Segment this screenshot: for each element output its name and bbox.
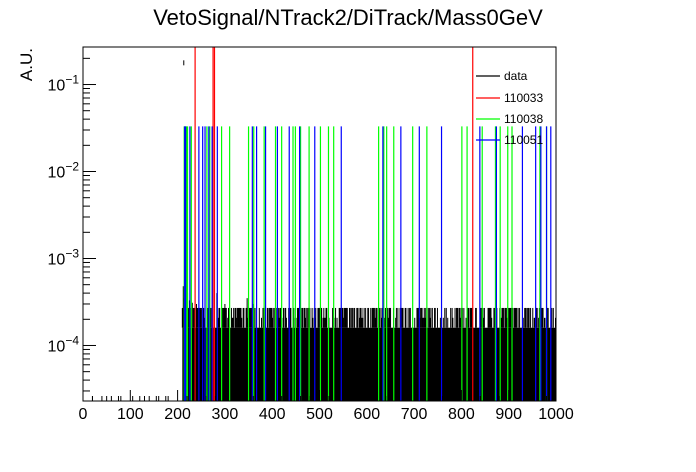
legend-label-110038: 110038 <box>504 112 543 126</box>
legend-label-110051: 110051 <box>504 133 543 147</box>
legend-label-110033: 110033 <box>504 91 543 105</box>
x-tick-label: 400 <box>259 406 286 423</box>
x-tick-label: 1000 <box>538 406 574 423</box>
x-tick-label: 600 <box>353 406 380 423</box>
x-tick-label: 0 <box>79 406 88 423</box>
y-axis-label: A.U. <box>17 48 36 81</box>
y-tick-label: 10−3 <box>48 246 80 268</box>
legend: data 110033 110038 110051 <box>476 69 543 147</box>
y-tick-label: 10−2 <box>48 160 80 182</box>
plot-area <box>91 47 557 401</box>
series-110051 <box>184 126 552 401</box>
y-tick-label: 10−1 <box>48 73 80 95</box>
axes: 0 100 200 300 400 500 600 700 800 900 1000 10−4 10−3… <box>48 57 574 423</box>
x-tick-label: 900 <box>495 406 522 423</box>
legend-label-data: data <box>504 69 528 83</box>
x-tick-label: 100 <box>117 406 144 423</box>
x-tick-label: 500 <box>306 406 333 423</box>
series-110033 <box>194 47 474 401</box>
x-tick-label: 200 <box>164 406 191 423</box>
chart-title: VetoSignal/NTrack2/DiTrack/Mass0GeV <box>153 5 543 30</box>
x-tick-label: 700 <box>401 406 428 423</box>
x-tick-label: 800 <box>448 406 475 423</box>
data-bar-body <box>182 327 556 401</box>
y-tick-label: 10−4 <box>48 333 80 355</box>
x-tick-label: 300 <box>212 406 239 423</box>
data-series <box>91 60 557 401</box>
